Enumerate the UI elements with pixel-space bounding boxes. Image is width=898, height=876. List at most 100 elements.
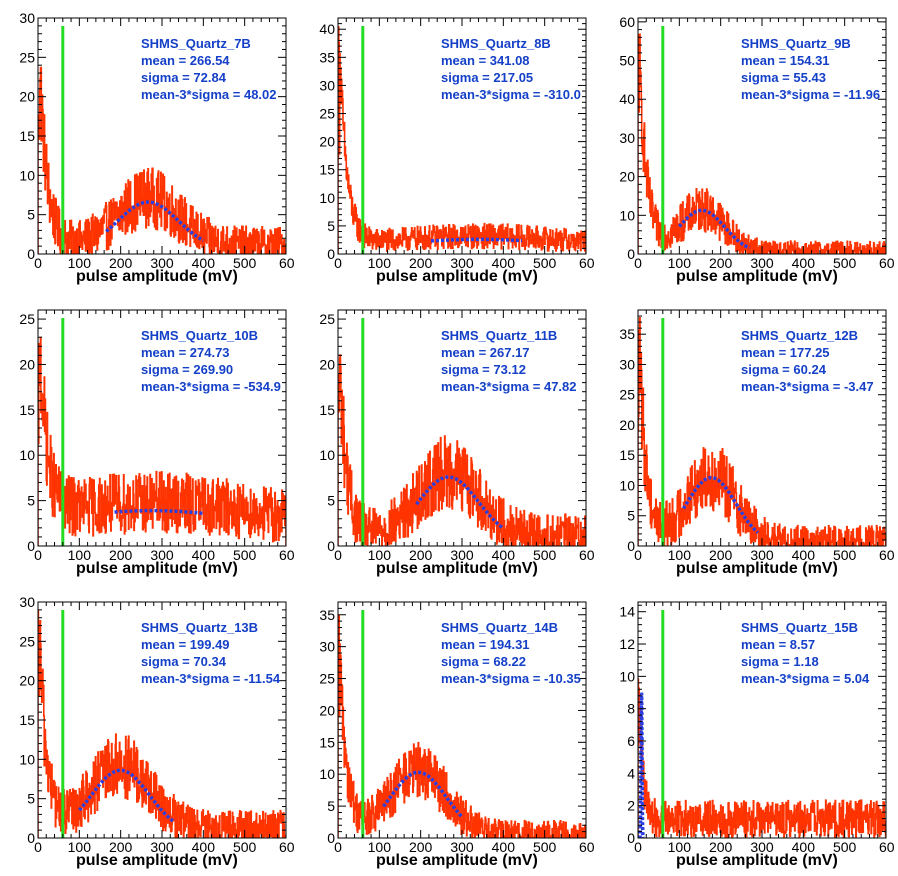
- x-tick-label: 500: [533, 255, 557, 271]
- x-tick-label: 500: [833, 547, 857, 563]
- x-tick-label: 100: [668, 839, 692, 855]
- y-tick-label: 15: [19, 402, 35, 418]
- x-tick-label: 200: [409, 255, 433, 271]
- y-tick-label: 15: [319, 162, 335, 178]
- x-tick-label: 100: [68, 547, 92, 563]
- histogram-line: [638, 33, 886, 254]
- stat-line: sigma = 55.43: [741, 70, 826, 85]
- y-tick-label: 10: [19, 167, 35, 183]
- histogram-line: [638, 316, 886, 546]
- x-tick-label: 400: [792, 255, 816, 271]
- y-tick-label: 10: [19, 751, 35, 767]
- x-tick-label: 200: [409, 839, 433, 855]
- x-tick-label: 300: [450, 255, 474, 271]
- x-axis-title: pulse amplitude (mV): [76, 268, 238, 285]
- y-tick-label: 30: [619, 130, 635, 146]
- stat-line: sigma = 68.22: [441, 654, 526, 669]
- y-tick-label: 25: [319, 311, 335, 327]
- x-tick-label: 0: [634, 255, 642, 271]
- y-tick-label: 0: [327, 246, 335, 262]
- x-tick-label: 400: [492, 255, 516, 271]
- stat-line: sigma = 217.05: [441, 70, 533, 85]
- x-tick-label: 300: [750, 839, 774, 855]
- stat-line: mean = 194.31: [441, 637, 530, 652]
- y-tick-label: 20: [619, 417, 635, 433]
- x-tick-label: 400: [192, 839, 216, 855]
- y-tick-label: 30: [19, 10, 35, 26]
- stat-line: sigma = 73.12: [441, 362, 526, 377]
- y-tick-label: 0: [627, 246, 635, 262]
- histogram-bars: [338, 614, 586, 838]
- y-tick-label: 30: [319, 639, 335, 655]
- histogram-bars: [38, 66, 286, 254]
- y-tick-label: 30: [319, 77, 335, 93]
- y-tick-label: 0: [27, 538, 35, 554]
- stat-line: sigma = 269.90: [141, 362, 233, 377]
- gaussian-fit-line: [681, 475, 760, 534]
- x-tick-label: 100: [668, 547, 692, 563]
- histogram-title: SHMS_Quartz_9B: [741, 36, 851, 51]
- x-tick-label: 100: [668, 255, 692, 271]
- y-tick-label: 0: [27, 830, 35, 846]
- x-tick-label: 60: [279, 255, 295, 271]
- y-tick-label: 0: [327, 830, 335, 846]
- x-tick-label: 60: [579, 547, 595, 563]
- y-tick-label: 10: [619, 668, 635, 684]
- stat-line: mean-3*sigma = -310.0: [441, 87, 581, 102]
- x-tick-label: 300: [150, 547, 174, 563]
- y-tick-label: 2: [627, 798, 635, 814]
- x-tick-label: 0: [334, 839, 342, 855]
- x-tick-label: 500: [533, 839, 557, 855]
- y-tick-label: 40: [619, 91, 635, 107]
- gaussian-fit-line: [415, 475, 505, 530]
- y-tick-label: 0: [27, 246, 35, 262]
- gaussian-fit-line: [430, 237, 523, 243]
- stat-line: mean = 267.17: [441, 345, 530, 360]
- gaussian-fit-line: [78, 768, 176, 824]
- gaussian-fit-line: [678, 208, 751, 250]
- y-tick-label: 40: [319, 21, 335, 37]
- histogram-title: SHMS_Quartz_7B: [141, 36, 251, 51]
- stat-line: mean-3*sigma = 5.04: [741, 671, 870, 686]
- y-tick-label: 25: [19, 49, 35, 65]
- y-tick-label: 30: [619, 356, 635, 372]
- histogram-bars: [338, 354, 586, 546]
- y-tick-label: 20: [19, 89, 35, 105]
- y-tick-label: 20: [619, 169, 635, 185]
- y-tick-label: 6: [627, 733, 635, 749]
- y-tick-label: 5: [327, 218, 335, 234]
- y-tick-label: 35: [619, 326, 635, 342]
- x-tick-label: 0: [34, 255, 42, 271]
- stat-line: sigma = 70.34: [141, 654, 227, 669]
- x-tick-label: 400: [192, 255, 216, 271]
- x-tick-label: 0: [634, 839, 642, 855]
- stat-line: mean = 266.54: [141, 53, 230, 68]
- histogram-line: [338, 26, 586, 254]
- y-tick-label: 0: [327, 538, 335, 554]
- histogram-bars: [38, 609, 286, 838]
- y-tick-label: 4: [627, 765, 635, 781]
- y-tick-label: 5: [627, 508, 635, 524]
- x-tick-label: 100: [368, 547, 392, 563]
- x-axis-title: pulse amplitude (mV): [676, 268, 838, 285]
- stat-line: mean = 177.25: [741, 345, 830, 360]
- y-tick-label: 15: [619, 447, 635, 463]
- x-tick-label: 200: [109, 839, 133, 855]
- stat-line: mean-3*sigma = -11.54: [141, 671, 281, 686]
- x-tick-label: 0: [334, 255, 342, 271]
- y-tick-label: 15: [19, 712, 35, 728]
- x-tick-label: 400: [792, 839, 816, 855]
- x-tick-label: 500: [533, 547, 557, 563]
- y-tick-label: 15: [319, 402, 335, 418]
- x-tick-label: 60: [879, 255, 895, 271]
- x-axis-title: pulse amplitude (mV): [376, 268, 538, 285]
- y-tick-label: 25: [319, 671, 335, 687]
- x-tick-label: 0: [634, 547, 642, 563]
